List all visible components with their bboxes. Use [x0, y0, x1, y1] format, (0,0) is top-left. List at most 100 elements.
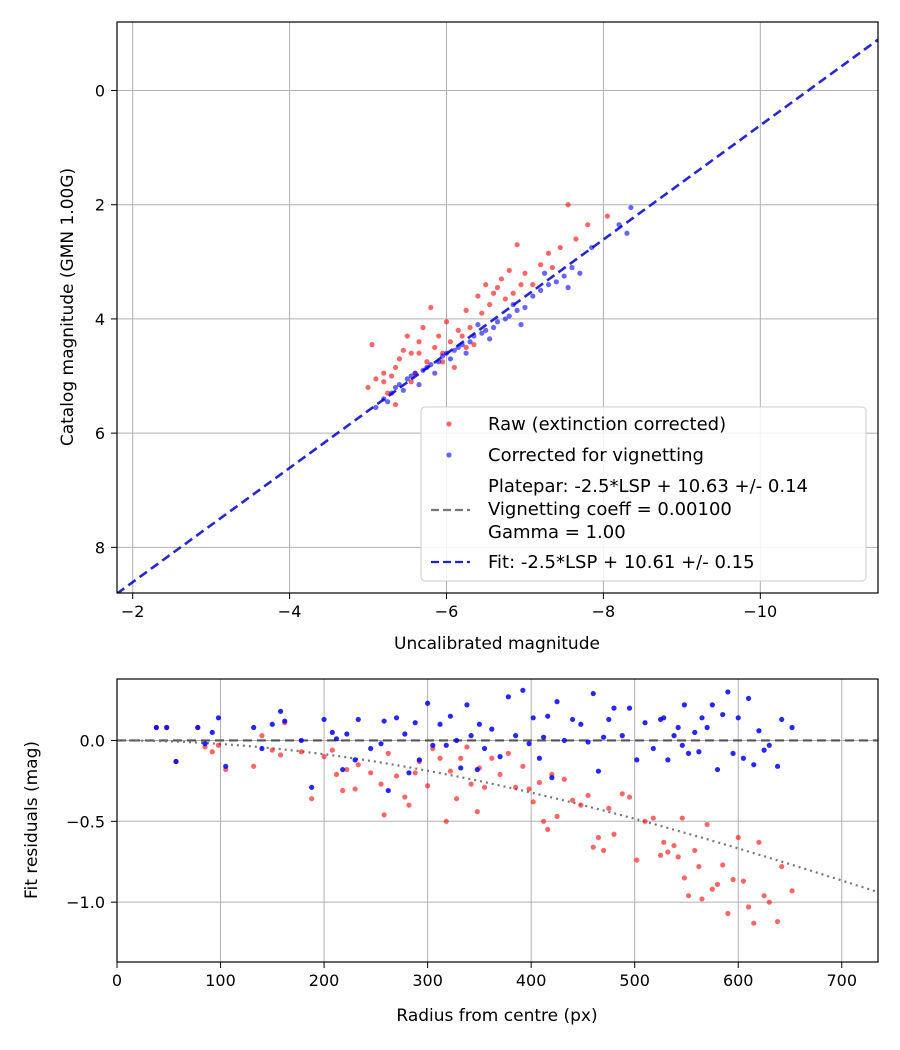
corrected-residual-point	[626, 705, 633, 711]
raw-residual-point	[277, 752, 284, 758]
corrected-residual-point	[164, 724, 170, 731]
corrected-residual-point	[468, 733, 474, 739]
corrected-residual-point	[611, 705, 617, 711]
corrected-residual-point	[692, 729, 698, 735]
legend-platepar-line3: Gamma = 1.00	[488, 522, 626, 543]
raw-residual-point	[329, 747, 335, 753]
raw-residual-point	[685, 893, 692, 899]
top-x-tick-label: −8	[592, 602, 616, 621]
raw-point	[385, 390, 391, 396]
corrected-residual-point	[474, 766, 480, 773]
corrected-point	[392, 384, 399, 391]
raw-residual-point	[578, 802, 584, 808]
corrected-residual-point	[329, 729, 335, 735]
bottom-y-tick-label: −0.5	[66, 812, 105, 831]
raw-residual-point	[530, 799, 536, 805]
corrected-residual-point	[344, 731, 350, 737]
raw-residual-point	[789, 888, 795, 894]
raw-residual-point	[447, 768, 453, 774]
corrected-residual-point	[437, 721, 443, 727]
corrected-point	[569, 264, 575, 271]
top-x-tick-label: −10	[743, 602, 777, 621]
raw-point	[549, 264, 556, 271]
corrected-point	[545, 282, 552, 288]
raw-point	[585, 222, 591, 228]
top-y-tick-label: 8	[95, 538, 105, 557]
corrected-point	[416, 381, 422, 388]
corrected-residual-point	[561, 737, 567, 744]
raw-residual-point	[561, 776, 567, 782]
corrected-residual-point	[402, 731, 408, 737]
raw-residual-point	[344, 766, 350, 773]
raw-point	[428, 304, 434, 311]
raw-residual-point	[464, 744, 470, 750]
corrected-residual-point	[520, 687, 526, 693]
corrected-residual-point	[699, 715, 705, 721]
corrected-residual-point	[215, 715, 222, 721]
raw-point	[408, 379, 414, 385]
raw-residual-point	[642, 818, 648, 824]
corrected-residual-point	[202, 741, 208, 747]
raw-residual-point	[590, 844, 596, 850]
corrected-residual-point	[381, 718, 387, 724]
raw-point	[557, 244, 563, 251]
corrected-residual-point	[447, 713, 453, 719]
corrected-residual-point	[671, 733, 677, 739]
raw-residual-point	[481, 784, 488, 790]
raw-point	[388, 373, 395, 379]
corrected-residual-point	[725, 689, 731, 695]
raw-point	[424, 359, 430, 365]
raw-residual-point	[209, 749, 215, 755]
corrected-point	[514, 307, 520, 313]
corrected-residual-point	[333, 736, 340, 742]
corrected-point	[463, 350, 469, 356]
raw-residual-point	[378, 781, 384, 787]
corrected-point	[385, 399, 391, 405]
top-x-tick-label: −4	[278, 602, 302, 621]
raw-residual-point	[368, 770, 374, 776]
bottom-plot-frame	[116, 678, 879, 963]
raw-residual-point	[468, 781, 474, 787]
corrected-point	[455, 344, 461, 351]
bottom-ticks: 0 100 200 300 400 500 600 700 0.0 −0.5 −1.0	[66, 731, 857, 990]
corrected-residual-point	[526, 741, 532, 747]
top-plot: −2 −4 −6 −8 −10 0 2 4 6 8 Raw (extinction correct…	[58, 21, 879, 654]
corrected-residual-point	[578, 721, 584, 727]
raw-residual-point	[585, 792, 591, 799]
raw-residual-point	[774, 918, 781, 925]
corrected-residual-point	[590, 690, 596, 697]
raw-residual-point	[626, 794, 633, 800]
raw-residual-point	[601, 847, 607, 854]
corrected-residual-point	[766, 742, 772, 748]
corrected-residual-point	[619, 733, 625, 739]
corrected-point	[561, 273, 567, 279]
corrected-residual-point	[352, 757, 358, 763]
raw-residual-point	[650, 815, 656, 821]
corrected-residual-point	[634, 757, 640, 763]
raw-point	[490, 290, 497, 296]
raw-residual-point	[497, 771, 503, 778]
bottom-points-group	[153, 687, 795, 926]
raw-residual-point	[606, 805, 612, 811]
corrected-residual-point	[298, 737, 304, 744]
raw-residual-point	[489, 755, 495, 761]
corrected-point	[424, 364, 430, 371]
corrected-residual-point	[173, 758, 179, 765]
raw-residual-point	[730, 876, 736, 883]
corrected-point	[404, 376, 410, 382]
corrected-residual-point	[153, 724, 159, 731]
corrected-point	[518, 322, 524, 328]
corrected-point	[451, 347, 457, 353]
top-ticks: −2 −4 −6 −8 −10 0 2 4 6 8	[95, 82, 777, 621]
raw-point	[365, 384, 371, 391]
raw-point	[530, 282, 536, 288]
raw-residual-point	[298, 749, 304, 755]
raw-residual-point	[269, 747, 275, 753]
corrected-point	[483, 327, 489, 333]
raw-residual-point	[454, 796, 460, 802]
raw-point	[538, 262, 544, 268]
raw-point	[416, 339, 422, 345]
raw-point	[502, 296, 508, 302]
corrected-residual-point	[704, 724, 710, 731]
raw-residual-point	[657, 852, 664, 858]
